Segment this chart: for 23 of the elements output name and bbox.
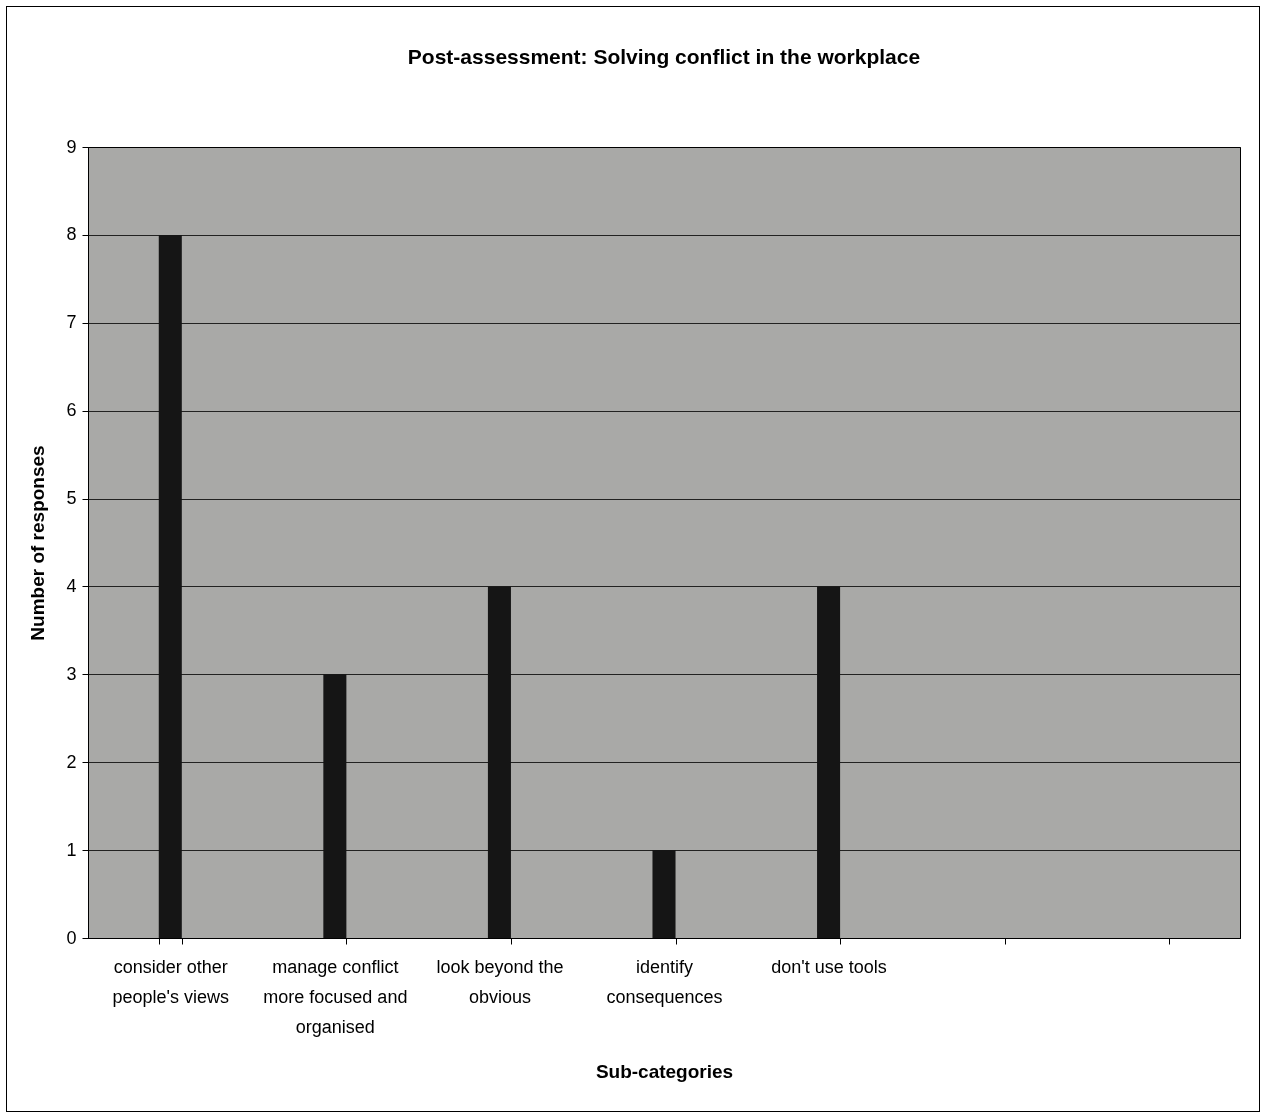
bar bbox=[487, 586, 511, 938]
x-tick-label: identify consequences bbox=[606, 956, 723, 1007]
y-tick-label: 3 bbox=[66, 663, 77, 684]
chart-title: Post-assessment: Solving conflict in the workplace bbox=[407, 45, 921, 68]
x-tick-label: consider other people's views bbox=[112, 956, 230, 1007]
x-axis-title: Sub-categories bbox=[595, 1060, 734, 1082]
x-tick-label: look beyond the obvious bbox=[436, 956, 564, 1007]
y-tick-label: 8 bbox=[66, 224, 77, 245]
bar bbox=[817, 586, 841, 938]
y-tick-label: 7 bbox=[66, 312, 77, 333]
y-axis-title: Number of responses bbox=[27, 445, 49, 641]
y-tick-label: 1 bbox=[66, 839, 77, 860]
x-tick-label: don't use tools bbox=[771, 956, 887, 977]
y-tick-label: 6 bbox=[66, 400, 77, 421]
y-tick-label: 5 bbox=[66, 488, 77, 509]
y-tick-label: 4 bbox=[66, 575, 77, 596]
y-tick-label: 2 bbox=[66, 751, 77, 772]
bar bbox=[323, 674, 347, 938]
bar bbox=[158, 234, 182, 938]
y-tick-label: 9 bbox=[66, 136, 77, 157]
bar bbox=[652, 850, 676, 938]
x-tick-label: manage conflict more focused and organised bbox=[263, 956, 408, 1037]
y-tick-label: 0 bbox=[66, 927, 77, 948]
